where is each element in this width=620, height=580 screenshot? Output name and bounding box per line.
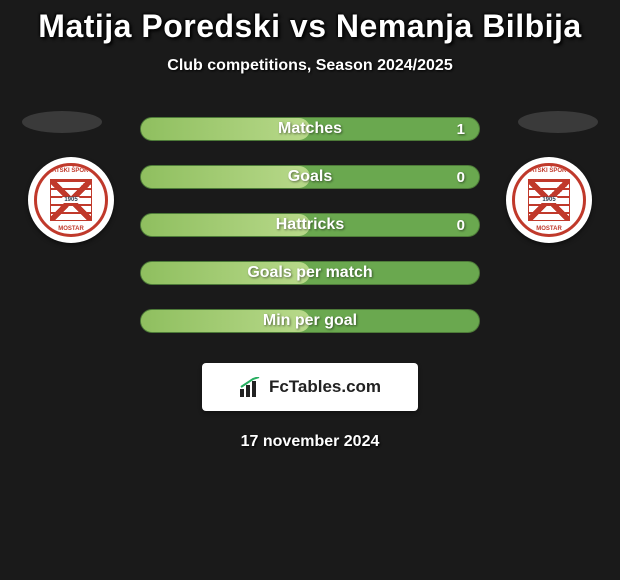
stat-bar-goals-label: Goals: [288, 168, 332, 186]
chart-icon: [239, 377, 263, 397]
stat-bar-goals-per-match: Goals per match: [140, 261, 480, 285]
subtitle: Club competitions, Season 2024/2025: [167, 57, 452, 75]
infographic-root: Matija Poredski vs Nemanja Bilbija Club …: [0, 0, 620, 580]
badge-left-text-bottom: MOSTAR: [58, 226, 84, 232]
badge-left-year: 1905: [62, 197, 79, 203]
club-badge-left-inner: HRVATSKI ŠPORTSKI 1905 MOSTAR: [34, 163, 108, 237]
stat-bar-mpg-label: Min per goal: [263, 312, 357, 330]
stat-bar-hattricks-label: Hattricks: [276, 216, 344, 234]
stat-bar-matches-value: 1: [457, 121, 465, 138]
stat-bar-hattricks-value: 0: [457, 217, 465, 234]
stat-bars: Matches 1 Goals 0 Hattricks 0 Goals per …: [140, 117, 480, 333]
badge-left-text-top: HRVATSKI ŠPORTSKI: [40, 168, 102, 174]
badge-right-text-bottom: MOSTAR: [536, 226, 562, 232]
stat-bar-gpm-label: Goals per match: [247, 264, 372, 282]
player-shadow-right: [518, 111, 598, 133]
stats-area: HRVATSKI ŠPORTSKI 1905 MOSTAR HRVATSKI Š…: [0, 117, 620, 333]
watermark-text: FcTables.com: [269, 377, 381, 397]
stat-bar-goals: Goals 0: [140, 165, 480, 189]
stat-bar-matches: Matches 1: [140, 117, 480, 141]
badge-right-shield-icon: 1905: [528, 179, 570, 221]
stat-bar-goals-fill: [141, 166, 310, 188]
club-badge-left: HRVATSKI ŠPORTSKI 1905 MOSTAR: [28, 157, 114, 243]
page-title: Matija Poredski vs Nemanja Bilbija: [38, 8, 581, 45]
stat-bar-min-per-goal: Min per goal: [140, 309, 480, 333]
watermark-badge: FcTables.com: [202, 363, 418, 411]
player-shadow-left: [22, 111, 102, 133]
club-badge-right: HRVATSKI ŠPORTSKI 1905 MOSTAR: [506, 157, 592, 243]
badge-left-shield-icon: 1905: [50, 179, 92, 221]
club-badge-right-inner: HRVATSKI ŠPORTSKI 1905 MOSTAR: [512, 163, 586, 237]
stat-bar-hattricks: Hattricks 0: [140, 213, 480, 237]
badge-right-year: 1905: [540, 197, 557, 203]
stat-bar-goals-value: 0: [457, 169, 465, 186]
badge-right-text-top: HRVATSKI ŠPORTSKI: [518, 168, 580, 174]
stat-bar-matches-label: Matches: [278, 120, 342, 138]
date-text: 17 november 2024: [241, 433, 380, 451]
